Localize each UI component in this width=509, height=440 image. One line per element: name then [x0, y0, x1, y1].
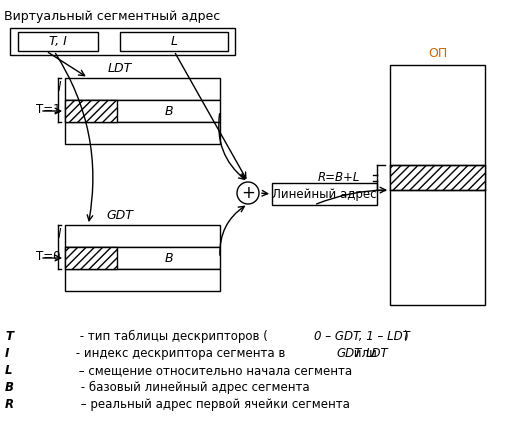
Text: - индекс дескриптора сегмента в: - индекс дескриптора сегмента в [72, 347, 289, 360]
Text: – реальный адрес первой ячейки сегмента: – реальный адрес первой ячейки сегмента [76, 398, 349, 411]
Text: T=1: T=1 [36, 103, 61, 116]
Bar [65, 269, 219, 291]
Text: GDT: GDT [336, 347, 361, 360]
Text: l: l [58, 228, 61, 241]
Text: - тип таблицы дескрипторов (: - тип таблицы дескрипторов ( [75, 330, 267, 343]
Text: - базовый линейный адрес сегмента: - базовый линейный адрес сегмента [76, 381, 308, 394]
Text: Линейный адрес: Линейный адрес [272, 187, 376, 201]
Text: +: + [241, 184, 254, 202]
Bar [389, 65, 484, 305]
Text: ): ) [402, 330, 407, 343]
Text: R: R [5, 398, 14, 411]
Bar [389, 165, 484, 190]
Bar [271, 183, 376, 205]
Text: T: T [5, 330, 13, 343]
Text: T, I: T, I [49, 35, 67, 48]
Bar [18, 32, 98, 51]
Text: LDT: LDT [365, 347, 387, 360]
Bar [65, 100, 117, 122]
Bar [65, 78, 219, 100]
Text: T=0: T=0 [37, 250, 61, 263]
Text: – смещение относительно начала сегмента: – смещение относительно начала сегмента [75, 364, 352, 377]
Text: 0 – GDT, 1 – LDT: 0 – GDT, 1 – LDT [314, 330, 409, 343]
Bar [65, 100, 219, 122]
Text: L: L [5, 364, 13, 377]
Text: Виртуальный сегментный адрес: Виртуальный сегментный адрес [4, 10, 220, 23]
Text: B: B [5, 381, 14, 394]
Text: L: L [170, 35, 177, 48]
Text: или: или [349, 347, 380, 360]
Bar [65, 122, 219, 144]
Text: R=B+L: R=B+L [317, 171, 359, 184]
Text: B: B [164, 105, 173, 117]
Text: GDT: GDT [106, 209, 133, 222]
Bar [65, 225, 219, 247]
Text: l: l [58, 81, 61, 94]
Bar [10, 28, 235, 55]
Text: LDT: LDT [108, 62, 132, 75]
Text: I: I [5, 347, 9, 360]
Text: ОП: ОП [427, 47, 446, 60]
Bar [120, 32, 228, 51]
Bar [65, 247, 117, 269]
Text: B: B [164, 252, 173, 264]
Bar [65, 247, 219, 269]
